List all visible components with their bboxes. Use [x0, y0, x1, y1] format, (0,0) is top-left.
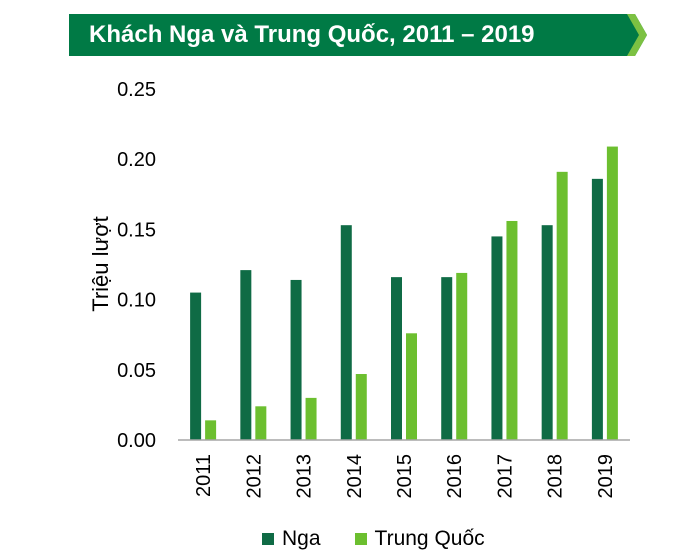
bar-nga-2019 [591, 178, 603, 440]
bar-chart: 0.00 0.05 0.10 0.15 0.20 0.25 Triệu lượt 2011… [88, 79, 630, 499]
x-tick-label: 2018 [545, 454, 567, 499]
x-tick-label: 2017 [494, 454, 516, 499]
bar-trung-quoc-2014 [355, 374, 367, 440]
legend-swatch-nga [262, 533, 274, 545]
legend-swatch-trung-quoc [354, 533, 367, 545]
banner-background [69, 14, 647, 56]
legend-item-nga: Nga [262, 527, 321, 551]
bar-trung-quoc-2018 [556, 171, 568, 440]
y-tick-label: 0.15 [117, 219, 156, 241]
x-tick-label: 2019 [595, 454, 617, 499]
legend: Nga Trung Quốc [262, 526, 519, 552]
y-tick-label: 0.05 [117, 360, 156, 382]
legend-label-trung-quoc: Trung Quốc [374, 527, 485, 550]
x-tick-label: 2012 [243, 454, 265, 499]
y-axis-ticks: 0.00 0.05 0.10 0.15 0.20 0.25 [117, 79, 156, 452]
bar-nga-2013 [290, 279, 302, 440]
title-banner: Khách Nga và Trung Quốc, 2011 – 2019 [69, 14, 647, 56]
bar-trung-quoc-2012 [255, 406, 267, 440]
x-tick-label: 2014 [344, 454, 366, 499]
x-tick-label: 2013 [294, 454, 316, 499]
bar-trung-quoc-2017 [506, 220, 518, 440]
bar-trung-quoc-2019 [606, 146, 618, 440]
x-tick-label: 2015 [394, 454, 416, 499]
bars [190, 146, 618, 440]
y-tick-label: 0.10 [117, 290, 156, 312]
y-axis-title: Triệu lượt [88, 216, 113, 312]
banner-arrow-accent [627, 14, 647, 56]
bar-trung-quoc-2015 [406, 333, 417, 440]
y-tick-label: 0.25 [117, 79, 156, 101]
bar-trung-quoc-2016 [456, 272, 468, 440]
bar-nga-2016 [441, 277, 453, 440]
x-axis-ticks: 2011 2012 2013 2014 2015 2016 2017 2018 2019 [193, 454, 617, 499]
y-tick-label: 0.20 [117, 149, 156, 171]
x-tick-label: 2016 [444, 454, 466, 499]
bar-nga-2018 [541, 225, 553, 440]
y-tick-label: 0.00 [117, 430, 156, 452]
bar-nga-2017 [491, 236, 503, 440]
legend-item-trung-quoc: Trung Quốc [354, 527, 485, 551]
bar-nga-2012 [240, 270, 252, 440]
bar-trung-quoc-2013 [305, 397, 317, 440]
bar-nga-2014 [340, 225, 352, 440]
bar-trung-quoc-2011 [205, 420, 217, 440]
x-tick-label: 2011 [193, 454, 215, 497]
chart-title: Khách Nga và Trung Quốc, 2011 – 2019 [89, 21, 535, 48]
banner-shape [69, 14, 647, 56]
legend-label-nga: Nga [282, 527, 321, 550]
bar-nga-2015 [391, 277, 402, 440]
bar-nga-2011 [190, 292, 202, 440]
